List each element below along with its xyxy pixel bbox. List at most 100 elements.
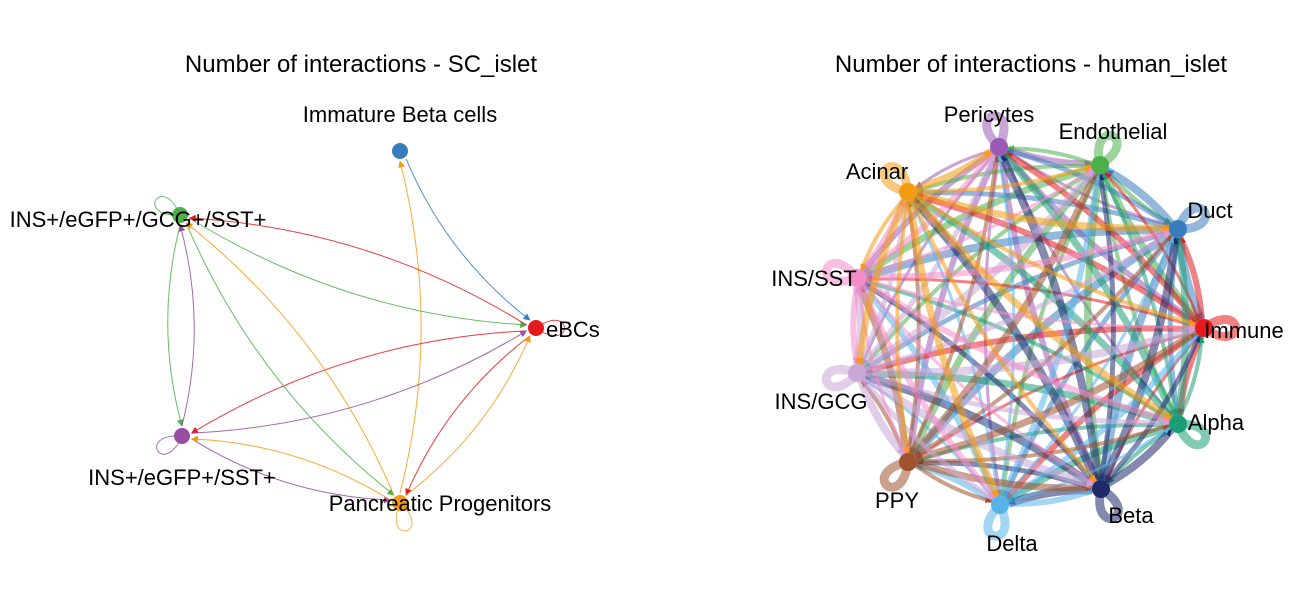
edge-endo-to-peri — [1007, 144, 1092, 166]
edge-ebc-to-ies — [191, 330, 527, 434]
node-imm — [1195, 319, 1213, 337]
edge-insg-to-imm — [865, 325, 1197, 377]
self-loop-ies — [156, 435, 183, 455]
edge-acinar-to-beta — [911, 198, 1098, 483]
node-ies — [174, 428, 190, 444]
edge-alpha-to-imm — [1178, 336, 1205, 417]
edge-ies-to-ebc — [191, 330, 527, 434]
self-loop-alpha — [1173, 419, 1211, 450]
edge-acinar-to-ppy — [895, 200, 911, 454]
node-label-immature-beta-cells: Immature Beta cells — [303, 102, 497, 127]
node-pp — [392, 495, 408, 511]
node-inss — [848, 269, 866, 287]
edge-pp-to-ies — [190, 435, 391, 501]
edge-imm-to-insg — [865, 325, 1196, 375]
sc-node-layer — [172, 143, 544, 511]
edge-pp-to-iegs — [185, 222, 395, 496]
node-label-endothelial: Endothelial — [1059, 119, 1168, 144]
edge-ies-to-iegs — [178, 224, 195, 427]
self-loop-imm — [1199, 315, 1240, 341]
edge-ibc-to-ebc — [405, 158, 531, 321]
self-loop-ppy — [879, 457, 913, 492]
self-loop-peri — [982, 111, 1009, 152]
edge-inss-to-ppy — [857, 286, 907, 454]
self-loop-endo — [1094, 131, 1122, 170]
edge-inss-to-duct — [865, 227, 1171, 280]
edge-iegs-to-pp — [185, 222, 395, 496]
self-loop-inss — [822, 259, 862, 286]
edge-duct-to-endo — [1105, 167, 1175, 226]
edge-acinar-to-insg — [855, 199, 909, 365]
edge-iegs-to-ebc — [189, 217, 528, 329]
edge-inss-to-insg — [850, 286, 860, 365]
node-label-ins-gcg: INS/GCG — [775, 389, 868, 414]
panel-title-human-islet: Number of interactions - human_islet — [835, 51, 1228, 78]
node-iegs — [172, 207, 188, 223]
sc-label-layer: Immature Beta cells eBCs Pancreatic Prog… — [10, 102, 600, 516]
self-loop-pp — [395, 502, 413, 532]
node-endo — [1091, 156, 1109, 174]
edge-acinar-to-duct — [915, 189, 1170, 232]
edge-insg-to-delta — [861, 377, 995, 502]
edge-ppy-to-beta — [915, 459, 1093, 492]
edge-inss-to-delta — [859, 284, 998, 500]
edge-acinar-to-delta — [907, 200, 1001, 498]
node-ppy — [899, 453, 917, 471]
panel-human-islet: Number of interactions - human_islet Per… — [771, 51, 1284, 556]
human-node-layer — [848, 138, 1213, 514]
edge-delta-to-imm — [1005, 331, 1200, 502]
self-loop-ebc — [535, 319, 565, 337]
node-alpha — [1169, 415, 1187, 433]
edge-beta-to-alpha — [1105, 427, 1175, 487]
node-label-ppy: PPY — [875, 488, 919, 513]
sc-edge-layer — [154, 158, 565, 532]
edge-acinar-to-imm — [915, 194, 1197, 327]
node-label-ins-egfp-gcg-sst: INS+/eGFP+/GCG+/SST+ — [10, 207, 267, 232]
node-label-acinar: Acinar — [846, 159, 908, 184]
edge-iegs-to-ies — [167, 224, 184, 427]
edge-inss-to-beta — [862, 282, 1095, 485]
node-beta — [1092, 480, 1110, 498]
edge-acinar-to-inss — [859, 198, 905, 271]
self-loop-insg — [821, 364, 862, 392]
node-delta — [991, 496, 1009, 514]
edge-ebc-to-pp — [405, 335, 531, 496]
node-ebc — [528, 320, 544, 336]
self-loop-iegs — [154, 196, 181, 216]
self-loop-acinar — [879, 162, 913, 197]
node-label-ins-egfp-sst: INS+/eGFP+/SST+ — [88, 465, 276, 490]
self-loop-delta — [983, 500, 1010, 541]
node-label-duct: Duct — [1187, 198, 1232, 223]
edge-inss-to-alpha — [863, 279, 1171, 424]
node-duct — [1169, 220, 1187, 238]
edge-beta-to-endo — [1097, 173, 1116, 481]
edge-inss-to-endo — [864, 167, 1093, 276]
edge-insg-to-alpha — [865, 372, 1170, 427]
edge-pp-to-ebc — [405, 335, 531, 496]
node-label-pericytes: Pericytes — [944, 102, 1034, 127]
edge-insg-to-ppy — [857, 379, 907, 457]
edge-acinar-to-endo — [916, 164, 1092, 193]
edge-delta-to-beta — [1008, 487, 1094, 507]
node-label-delta: Delta — [986, 531, 1038, 556]
node-insg — [848, 364, 866, 382]
human-edge-layer — [821, 111, 1240, 541]
human-label-layer: Pericytes Endothelial Duct Immune Alpha … — [771, 102, 1284, 556]
edge-insg-to-peri — [859, 153, 997, 368]
edge-ppy-to-delta — [915, 464, 993, 504]
node-label-beta: Beta — [1108, 503, 1154, 528]
edge-acinar-to-alpha — [912, 195, 1174, 422]
edge-delta-to-alpha — [1007, 426, 1171, 503]
edge-pp-to-ibc — [398, 160, 422, 494]
node-acinar — [899, 183, 917, 201]
node-label-alpha: Alpha — [1188, 410, 1245, 435]
node-ibc — [392, 143, 408, 159]
node-peri — [990, 138, 1008, 156]
node-label-ebcs: eBCs — [546, 317, 600, 342]
panel-title-sc-islet: Number of interactions - SC_islet — [185, 51, 537, 78]
edge-ies-to-pp — [191, 438, 392, 504]
node-label-immune: Immune — [1204, 318, 1283, 343]
edge-ppy-to-alpha — [916, 423, 1170, 464]
panel-sc-islet: Number of interactions - SC_islet Immatu… — [10, 51, 600, 532]
edge-acinar-to-peri — [915, 148, 994, 192]
